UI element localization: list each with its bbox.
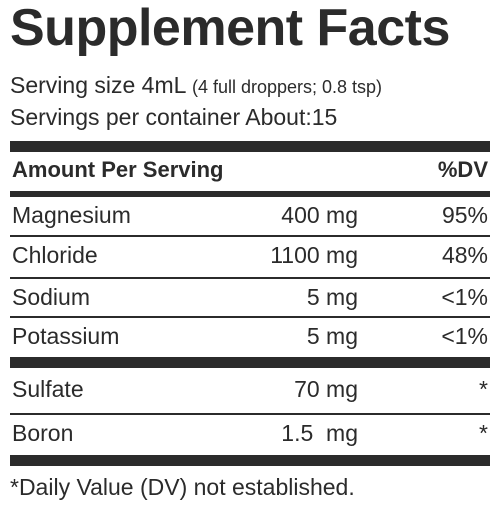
amount-per-serving-header: Amount Per Serving (12, 157, 224, 182)
nutrient-dv: 95% (441, 202, 488, 228)
nutrient-amount: 1100 mg (270, 242, 358, 268)
header-divider (10, 191, 490, 197)
nutrient-dv: <1% (441, 323, 488, 349)
nutrient-name: Sulfate (12, 376, 84, 402)
serving-size-label: Serving size 4mL (10, 72, 186, 98)
servings-per-container: Servings per container About:15 (10, 104, 338, 130)
serving-size-detail: (4 full droppers; 0.8 tsp) (191, 77, 383, 97)
row-divider (10, 316, 490, 318)
nutrient-amount: 1.5 mg (281, 420, 358, 446)
nutrient-amount: 5 mg (306, 323, 358, 349)
nutrient-name: Sodium (12, 284, 90, 310)
nutrient-name: Chloride (12, 242, 98, 268)
thick-divider (10, 455, 490, 466)
nutrient-dv: 48% (441, 242, 488, 268)
row-divider (10, 413, 490, 415)
row-divider (10, 277, 490, 279)
footnote: *Daily Value (DV) not established. (10, 474, 355, 500)
nutrient-amount: 70 mg (294, 376, 358, 402)
thick-divider (10, 357, 490, 368)
serving-size: Serving size 4mL (4 full droppers; 0.8 t… (10, 72, 382, 99)
nutrient-dv: <1% (441, 284, 488, 310)
thick-divider (10, 141, 490, 152)
nutrient-name: Potassium (12, 323, 120, 349)
row-divider (10, 235, 490, 237)
nutrient-name: Boron (12, 420, 74, 446)
daily-value-header: %DV (437, 157, 488, 182)
nutrient-name: Magnesium (12, 202, 131, 228)
nutrient-dv: * (479, 420, 488, 446)
nutrient-amount: 5 mg (306, 284, 358, 310)
panel-title: Supplement Facts (10, 0, 450, 57)
nutrient-amount: 400 mg (281, 202, 358, 228)
nutrient-dv: * (479, 376, 488, 402)
